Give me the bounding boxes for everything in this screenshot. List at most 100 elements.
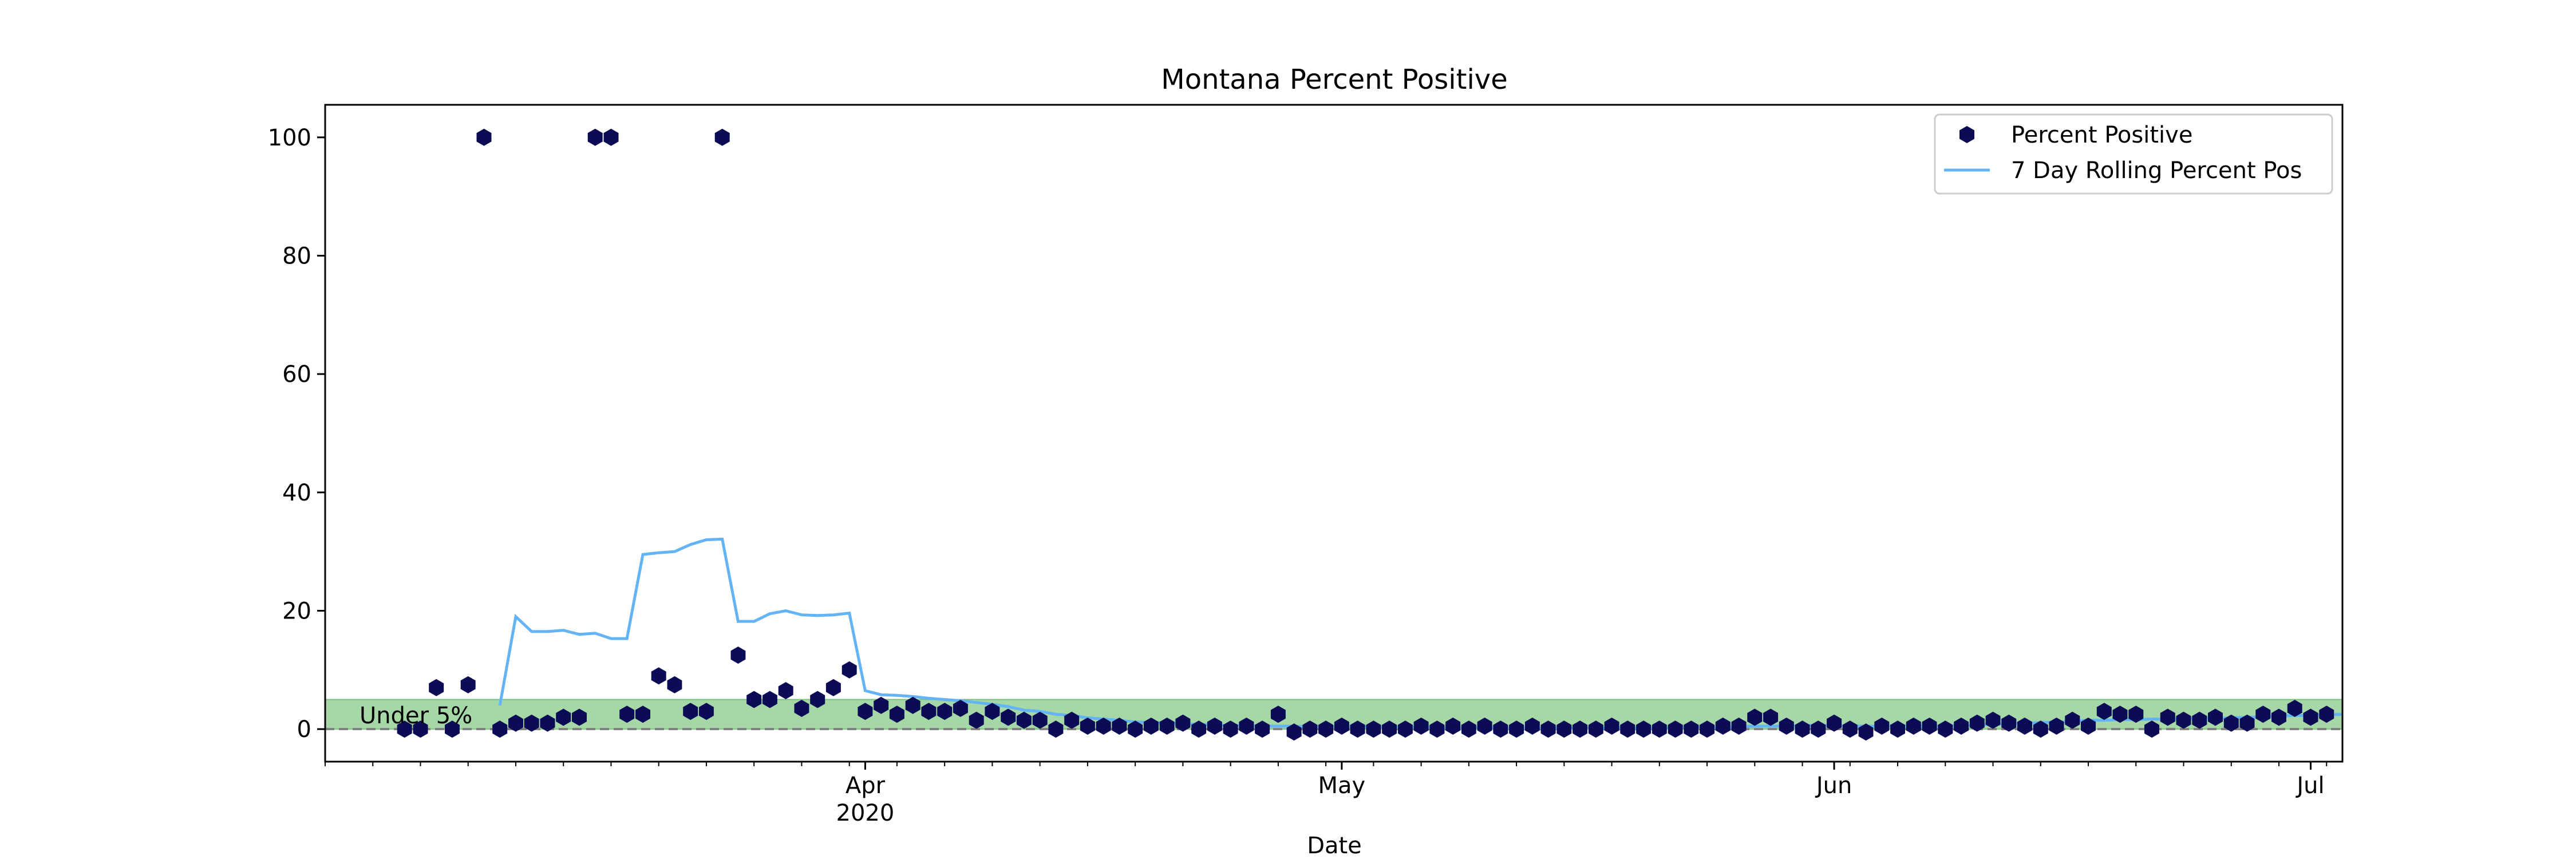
data-point [1191, 720, 1207, 738]
data-point [476, 128, 492, 146]
data-point [2128, 706, 2144, 723]
data-point [1588, 720, 1603, 738]
data-point [1175, 714, 1191, 732]
data-point [699, 703, 714, 720]
y-tick-label: 0 [297, 716, 311, 743]
data-point [1239, 718, 1254, 735]
data-point [1143, 718, 1159, 735]
data-point [969, 711, 984, 729]
data-point [1270, 706, 1286, 723]
x-tick-sublabel: 2020 [836, 800, 895, 826]
data-point [1922, 718, 1937, 735]
data-point [1747, 708, 1763, 726]
data-point [937, 703, 953, 720]
data-point [1573, 720, 1588, 738]
data-point [2255, 706, 2271, 723]
data-point [714, 128, 730, 146]
data-point [1636, 720, 1652, 738]
data-point [492, 720, 508, 738]
data-point [413, 720, 428, 738]
data-point [1652, 720, 1667, 738]
data-point [445, 720, 460, 738]
legend-box [1934, 113, 2333, 195]
data-point [1286, 723, 1302, 741]
data-point [2160, 708, 2175, 726]
data-point [825, 679, 841, 696]
data-point [1715, 718, 1730, 735]
data-point [1779, 718, 1794, 735]
data-point [794, 700, 809, 717]
data-point [1604, 718, 1619, 735]
data-point [1064, 711, 1080, 729]
data-point [587, 128, 603, 146]
data-point [1540, 720, 1556, 738]
data-point [2081, 718, 2096, 735]
data-point [1318, 720, 1334, 738]
data-point [2223, 714, 2239, 732]
data-point [2239, 714, 2255, 732]
data-point [1795, 720, 1810, 738]
data-point [874, 696, 889, 714]
data-point [1397, 720, 1413, 738]
data-point [2001, 714, 2017, 732]
data-point [2271, 708, 2286, 726]
data-point [1700, 720, 1715, 738]
data-point [2065, 711, 2080, 729]
data-point [1302, 720, 1318, 738]
y-tick-label: 40 [282, 480, 311, 506]
data-point [2287, 700, 2302, 717]
data-point [1969, 714, 1985, 732]
data-point [1858, 723, 1874, 741]
data-point [1032, 711, 1048, 729]
y-axis: 0 20 40 60 80 100 [268, 125, 325, 743]
data-point [1938, 720, 1953, 738]
data-point [1874, 718, 1890, 735]
data-point [397, 720, 412, 738]
data-point [508, 714, 523, 732]
data-point [667, 676, 682, 693]
data-point [1906, 718, 1921, 735]
data-point [1985, 711, 2001, 729]
data-point [1334, 718, 1349, 735]
data-point [1493, 720, 1508, 738]
data-point [460, 676, 476, 693]
data-point [524, 714, 539, 732]
legend-marker-icon [1959, 126, 1974, 143]
legend-label-percent-positive: Percent Positive [2011, 122, 2192, 148]
data-point [778, 682, 793, 699]
data-point [429, 679, 444, 696]
data-point [1509, 720, 1524, 738]
data-point [1763, 708, 1779, 726]
plot-frame [324, 104, 2344, 763]
data-point [683, 703, 698, 720]
x-tick-label: May [1318, 773, 1366, 799]
y-tick-label: 20 [282, 598, 311, 625]
data-point [1620, 720, 1635, 738]
data-point [1080, 718, 1095, 735]
data-point [1461, 720, 1476, 738]
data-point [1445, 718, 1461, 735]
data-point [985, 703, 1000, 720]
threshold-band-label: Under 5% [359, 703, 472, 729]
data-point [889, 706, 904, 723]
data-point [1350, 720, 1365, 738]
data-point [2144, 720, 2159, 738]
data-point [1001, 708, 1016, 726]
data-point [2208, 708, 2223, 726]
data-point [2319, 706, 2334, 723]
data-point [1413, 718, 1429, 735]
data-point [619, 706, 635, 723]
data-point [540, 714, 555, 732]
data-point [2303, 708, 2318, 726]
data-point [556, 708, 571, 726]
percent-positive-points [397, 128, 2334, 741]
data-point [1811, 720, 1826, 738]
data-point [858, 703, 873, 720]
data-point [810, 691, 825, 708]
data-point [1827, 714, 1842, 732]
data-point [953, 700, 968, 717]
data-point [762, 691, 777, 708]
data-point [921, 703, 937, 720]
